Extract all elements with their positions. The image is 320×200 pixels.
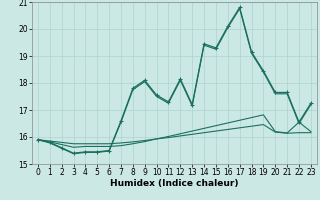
- X-axis label: Humidex (Indice chaleur): Humidex (Indice chaleur): [110, 179, 239, 188]
